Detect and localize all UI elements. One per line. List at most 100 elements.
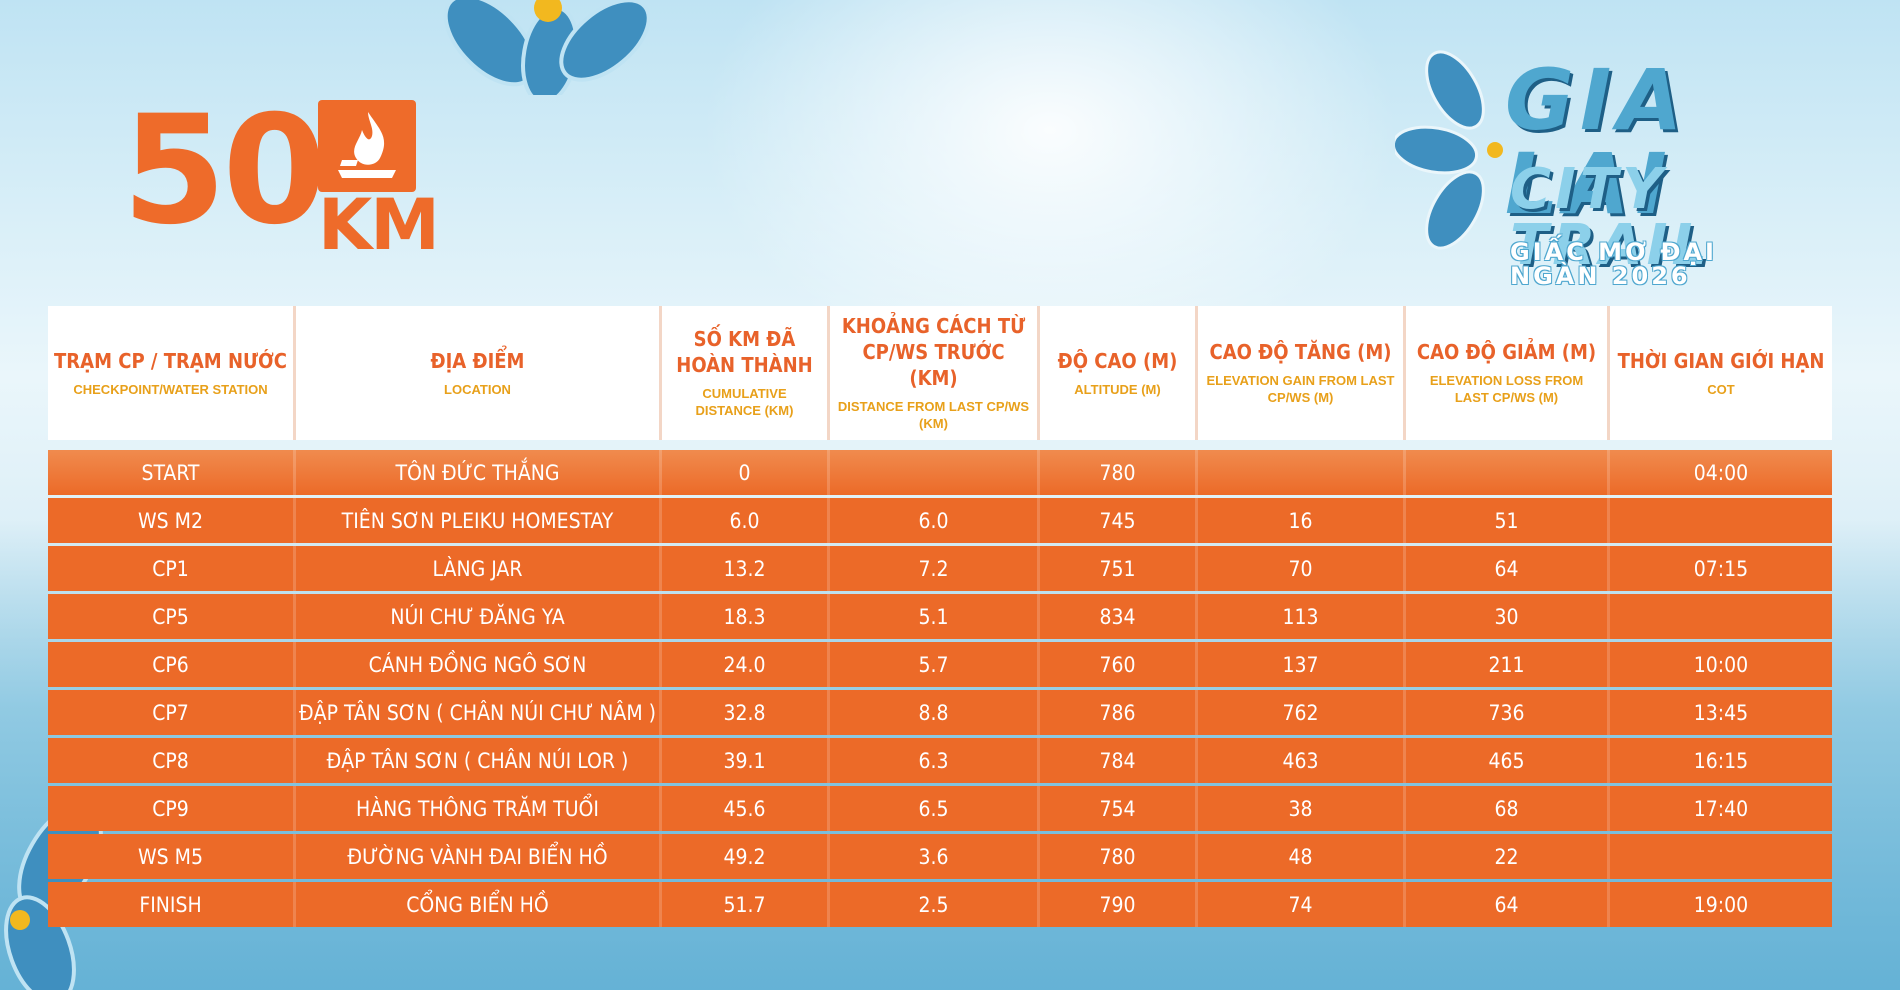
flame-logo-icon xyxy=(318,100,416,192)
cell-gain: 762 xyxy=(1198,690,1406,735)
cell-station: CP8 xyxy=(48,738,296,783)
header-main: KHOẢNG CÁCH TỪ CP/WS TRƯỚC (KM) xyxy=(836,313,1031,391)
table-row: CP5 NÚI CHƯ ĐĂNG YA 18.3 5.1 834 113 30 xyxy=(48,594,1832,639)
cell-loss: 64 xyxy=(1406,546,1610,591)
cell-altitude: 780 xyxy=(1040,834,1198,879)
logo-tagline: GIẤC MƠ ĐẠI NGÀN 2026 xyxy=(1510,240,1815,288)
header-elevation-gain: CAO ĐỘ TĂNG (M) ELEVATION GAIN FROM LAST… xyxy=(1198,306,1406,440)
cell-station: CP9 xyxy=(48,786,296,831)
cell-cumulative: 24.0 xyxy=(662,642,830,687)
header-main: SỐ KM ĐÃ HOÀN THÀNH xyxy=(668,326,821,378)
cell-cutoff: 13:45 xyxy=(1610,690,1832,735)
cell-location: HÀNG THÔNG TRĂM TUỔI xyxy=(296,786,662,831)
cell-loss: 736 xyxy=(1406,690,1610,735)
cell-cutoff: 19:00 xyxy=(1610,882,1832,927)
cell-loss: 211 xyxy=(1406,642,1610,687)
cell-gain: 70 xyxy=(1198,546,1406,591)
checkpoint-table: TRẠM CP / TRẠM NƯỚC CHECKPOINT/WATER STA… xyxy=(48,306,1832,930)
header-sub: ELEVATION LOSS FROM LAST CP/WS (M) xyxy=(1412,373,1601,407)
distance-unit: KM xyxy=(318,190,438,260)
table-row: WS M2 TIÊN SƠN PLEIKU HOMESTAY 6.0 6.0 7… xyxy=(48,498,1832,543)
cell-altitude: 745 xyxy=(1040,498,1198,543)
table-row: CP8 ĐẬP TÂN SƠN ( CHÂN NÚI LOR ) 39.1 6.… xyxy=(48,738,1832,783)
table-row: START TÔN ĐỨC THẮNG 0 780 04:00 xyxy=(48,450,1832,495)
cell-cumulative: 13.2 xyxy=(662,546,830,591)
cell-cumulative: 49.2 xyxy=(662,834,830,879)
header-checkpoint: TRẠM CP / TRẠM NƯỚC CHECKPOINT/WATER STA… xyxy=(48,306,296,440)
cell-gain: 113 xyxy=(1198,594,1406,639)
table-row: CP7 ĐẬP TÂN SƠN ( CHÂN NÚI CHƯ NÂM ) 32.… xyxy=(48,690,1832,735)
cell-location: ĐƯỜNG VÀNH ĐAI BIỂN HỒ xyxy=(296,834,662,879)
cell-gain: 463 xyxy=(1198,738,1406,783)
cell-cumulative: 6.0 xyxy=(662,498,830,543)
table-header: TRẠM CP / TRẠM NƯỚC CHECKPOINT/WATER STA… xyxy=(48,306,1832,440)
cell-distance: 7.2 xyxy=(830,546,1040,591)
cell-station: CP7 xyxy=(48,690,296,735)
cell-loss: 51 xyxy=(1406,498,1610,543)
cell-altitude: 790 xyxy=(1040,882,1198,927)
cell-station: START xyxy=(48,450,296,495)
cell-distance: 6.0 xyxy=(830,498,1040,543)
cell-cumulative: 18.3 xyxy=(662,594,830,639)
cell-cutoff xyxy=(1610,834,1832,879)
cell-altitude: 751 xyxy=(1040,546,1198,591)
header-main: ĐỊA ĐIỂM xyxy=(431,348,525,374)
header-sub: CUMULATIVE DISTANCE (KM) xyxy=(668,386,821,420)
header-sub: ALTITUDE (M) xyxy=(1074,382,1160,399)
cell-altitude: 784 xyxy=(1040,738,1198,783)
cell-loss xyxy=(1406,450,1610,495)
cell-cumulative: 45.6 xyxy=(662,786,830,831)
header-sub: CHECKPOINT/WATER STATION xyxy=(73,382,267,399)
cell-loss: 68 xyxy=(1406,786,1610,831)
header-sub: DISTANCE FROM LAST CP/WS (KM) xyxy=(836,399,1031,433)
cell-distance: 3.6 xyxy=(830,834,1040,879)
cell-location: TIÊN SƠN PLEIKU HOMESTAY xyxy=(296,498,662,543)
cell-gain: 16 xyxy=(1198,498,1406,543)
cell-cutoff: 04:00 xyxy=(1610,450,1832,495)
cell-cumulative: 0 xyxy=(662,450,830,495)
cell-location: ĐẬP TÂN SƠN ( CHÂN NÚI LOR ) xyxy=(296,738,662,783)
header-main: ĐỘ CAO (M) xyxy=(1058,348,1178,374)
cell-altitude: 754 xyxy=(1040,786,1198,831)
cell-location: LÀNG JAR xyxy=(296,546,662,591)
cell-cumulative: 32.8 xyxy=(662,690,830,735)
cell-location: TÔN ĐỨC THẮNG xyxy=(296,450,662,495)
cell-altitude: 786 xyxy=(1040,690,1198,735)
cell-cutoff: 10:00 xyxy=(1610,642,1832,687)
cell-loss: 22 xyxy=(1406,834,1610,879)
cell-cumulative: 39.1 xyxy=(662,738,830,783)
header-sub: COT xyxy=(1707,382,1734,399)
cell-location: NÚI CHƯ ĐĂNG YA xyxy=(296,594,662,639)
table-body: START TÔN ĐỨC THẮNG 0 780 04:00 WS M2 TI… xyxy=(48,450,1832,927)
event-logo: GIA LAI CITY TRAIL GIẤC MƠ ĐẠI NGÀN 2026 xyxy=(1395,50,1815,280)
cell-altitude: 834 xyxy=(1040,594,1198,639)
cell-distance: 6.5 xyxy=(830,786,1040,831)
cell-distance: 5.1 xyxy=(830,594,1040,639)
cell-cutoff xyxy=(1610,594,1832,639)
header-main: TRẠM CP / TRẠM NƯỚC xyxy=(54,348,287,374)
header-cumulative-distance: SỐ KM ĐÃ HOÀN THÀNH CUMULATIVE DISTANCE … xyxy=(662,306,830,440)
cell-distance: 6.3 xyxy=(830,738,1040,783)
header-main: THỜI GIAN GIỚI HẠN xyxy=(1618,348,1825,374)
cell-location: CÁNH ĐỒNG NGÔ SƠN xyxy=(296,642,662,687)
header-elevation-loss: CAO ĐỘ GIẢM (M) ELEVATION LOSS FROM LAST… xyxy=(1406,306,1610,440)
cell-station: CP1 xyxy=(48,546,296,591)
table-row: CP9 HÀNG THÔNG TRĂM TUỔI 45.6 6.5 754 38… xyxy=(48,786,1832,831)
header-altitude: ĐỘ CAO (M) ALTITUDE (M) xyxy=(1040,306,1198,440)
cell-gain: 48 xyxy=(1198,834,1406,879)
cell-distance: 5.7 xyxy=(830,642,1040,687)
header-cutoff-time: THỜI GIAN GIỚI HẠN COT xyxy=(1610,306,1832,440)
cell-distance: 2.5 xyxy=(830,882,1040,927)
logo-flower-icon xyxy=(1395,50,1515,250)
distance-number: 50 xyxy=(122,96,323,246)
header-location: ĐỊA ĐIỂM LOCATION xyxy=(296,306,662,440)
flower-decoration-top xyxy=(430,0,650,95)
cell-altitude: 760 xyxy=(1040,642,1198,687)
header-main: CAO ĐỘ TĂNG (M) xyxy=(1210,339,1392,365)
table-row: CP1 LÀNG JAR 13.2 7.2 751 70 64 07:15 xyxy=(48,546,1832,591)
header-sub: ELEVATION GAIN FROM LAST CP/WS (M) xyxy=(1204,373,1397,407)
header-main: CAO ĐỘ GIẢM (M) xyxy=(1417,339,1596,365)
table-row: WS M5 ĐƯỜNG VÀNH ĐAI BIỂN HỒ 49.2 3.6 78… xyxy=(48,834,1832,879)
cell-loss: 30 xyxy=(1406,594,1610,639)
cell-cutoff: 16:15 xyxy=(1610,738,1832,783)
